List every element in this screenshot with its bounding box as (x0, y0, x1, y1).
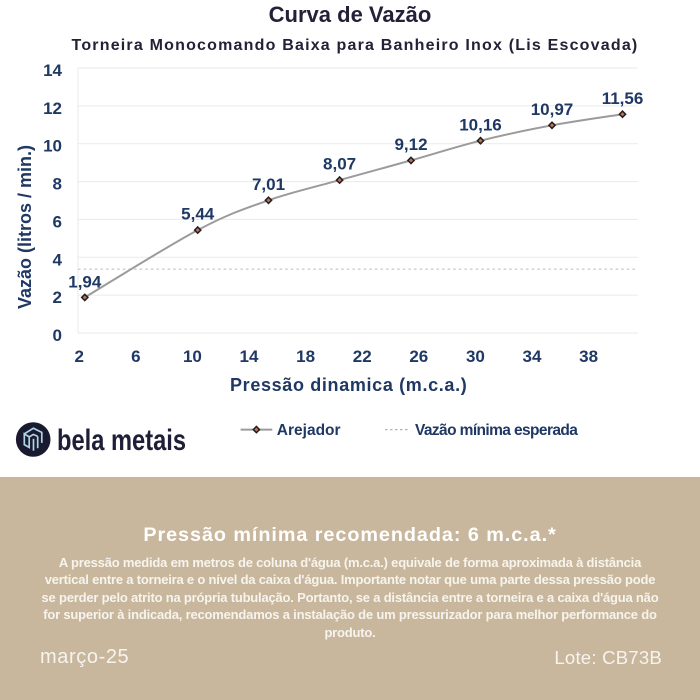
svg-text:22: 22 (353, 347, 372, 366)
svg-text:10,97: 10,97 (531, 100, 574, 119)
svg-text:8,07: 8,07 (323, 155, 356, 174)
svg-text:0: 0 (53, 326, 62, 345)
svg-text:Pressão dinamica (m.c.a.): Pressão dinamica (m.c.a.) (230, 375, 467, 395)
svg-text:38: 38 (579, 347, 598, 366)
svg-text:11,56: 11,56 (602, 89, 644, 108)
svg-text:Vazão (litros / min.): Vazão (litros / min.) (15, 145, 35, 309)
svg-text:10: 10 (183, 347, 202, 366)
svg-text:10: 10 (43, 137, 62, 156)
svg-text:bela metais: bela metais (57, 423, 186, 456)
svg-text:30: 30 (466, 347, 485, 366)
svg-text:6: 6 (53, 212, 62, 231)
svg-text:1,94: 1,94 (68, 272, 102, 291)
svg-text:Vazão mínima esperada: Vazão mínima esperada (415, 422, 578, 439)
svg-text:14: 14 (43, 61, 62, 80)
svg-text:14: 14 (240, 347, 259, 366)
svg-text:9,12: 9,12 (394, 135, 427, 154)
svg-text:5,44: 5,44 (181, 205, 215, 224)
svg-text:8: 8 (53, 175, 62, 194)
svg-text:18: 18 (296, 347, 315, 366)
svg-text:6: 6 (131, 347, 140, 366)
svg-text:4: 4 (53, 250, 63, 269)
svg-text:12: 12 (43, 99, 62, 118)
svg-text:Curva de Vazão: Curva de Vazão (269, 2, 432, 27)
svg-text:Arejador: Arejador (277, 422, 341, 439)
svg-text:7,01: 7,01 (252, 175, 285, 194)
svg-text:2: 2 (53, 288, 62, 307)
svg-text:34: 34 (523, 347, 542, 366)
svg-text:10,16: 10,16 (459, 115, 502, 134)
svg-text:26: 26 (409, 347, 428, 366)
svg-text:Torneira Monocomando Baixa par: Torneira Monocomando Baixa para Banheiro… (72, 37, 639, 54)
svg-text:2: 2 (74, 347, 83, 366)
